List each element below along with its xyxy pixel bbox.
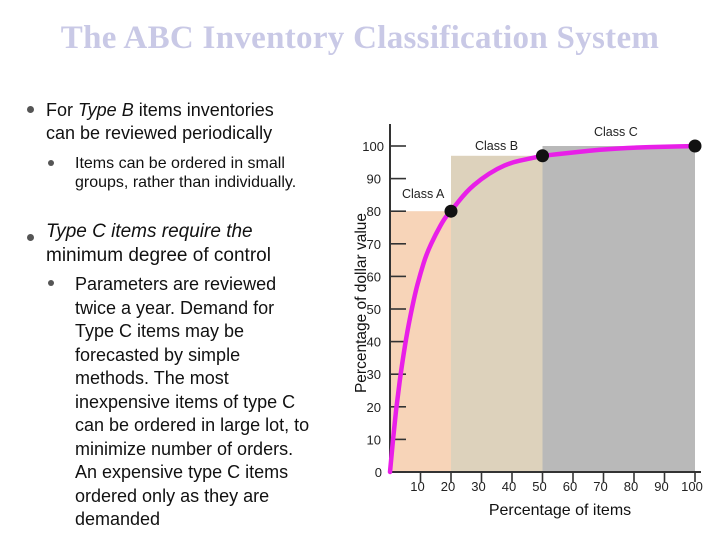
- sub-bullet-line: twice a year. Demand for: [75, 297, 275, 318]
- x-tick-label: 80: [624, 479, 638, 494]
- sub-bullet-line: An expensive type C items: [75, 462, 289, 482]
- sub-bullet-line: methods. The most: [75, 368, 229, 388]
- class-c-label: Class C: [594, 125, 638, 139]
- sub-bullet-ordering: Items can be ordered in small groups, ra…: [75, 155, 297, 191]
- y-tick-label: 30: [367, 367, 381, 382]
- class-a-label: Class A: [402, 187, 445, 201]
- x-tick-label: 50: [532, 479, 546, 494]
- class-boundary-marker: [688, 139, 702, 153]
- y-tick-label: 0: [375, 465, 382, 480]
- y-tick-label: 10: [367, 432, 381, 447]
- sub-bullet-parameters: Parameters are reviewed twice a year. Dem…: [75, 273, 337, 532]
- bullet-list: For Type B items inventories can be revi…: [0, 0, 340, 540]
- sub-bullet-dot: [48, 160, 54, 166]
- x-tick-label: 60: [563, 479, 577, 494]
- sub-bullet-line: can be ordered in large lot, to: [75, 415, 310, 435]
- sub-bullet-dot: [48, 280, 54, 286]
- y-tick-label: 40: [367, 335, 381, 350]
- class-boundary-marker: [536, 149, 549, 163]
- sub-bullet-line: minimize number of orders.: [75, 438, 294, 459]
- bullet-dot: [27, 106, 34, 113]
- slide-title: The ABC Inventory Classification System: [60, 20, 660, 56]
- sub-bullet-line: ordered only as they are: [75, 485, 270, 506]
- bullet-type-b-line2: can be reviewed periodically: [46, 123, 273, 143]
- y-tick-label: 50: [367, 302, 381, 317]
- x-tick-label: 10: [410, 479, 424, 494]
- y-axis-label: Percentage of dollar value: [353, 213, 370, 393]
- type-b-emphasis: Type B: [78, 100, 134, 120]
- x-axis-label: Percentage of items: [489, 502, 631, 519]
- bullet-type-b: For Type B items inventories can be revi…: [46, 99, 336, 145]
- sub-bullet-line: forecasted by simple: [75, 344, 241, 365]
- y-tick-label: 90: [367, 172, 381, 187]
- y-tick-label: 20: [367, 400, 381, 415]
- y-tick-label: 80: [367, 204, 381, 219]
- y-tick-label: 70: [367, 237, 381, 252]
- cumulative-curve: [387, 143, 698, 475]
- y-tick-label: 60: [367, 269, 381, 284]
- x-tick-label: 90: [654, 479, 668, 494]
- bullet-type-c: Type C items require the minimum degree …: [46, 221, 271, 266]
- class-boundary-marker: [444, 204, 458, 218]
- x-tick-label: 20: [441, 479, 455, 494]
- class-b-region: [451, 155, 543, 472]
- sub-bullet-line: Type C items may be: [75, 321, 245, 341]
- x-tick-label: 70: [593, 479, 607, 494]
- sub-bullet-line: inexpensive items of type C: [75, 391, 296, 412]
- bullet-dot: [27, 234, 34, 241]
- x-tick-label: 30: [471, 479, 485, 494]
- class-b-label: Class B: [475, 139, 518, 153]
- class-c-region: [542, 146, 695, 472]
- y-tick-label: 100: [362, 139, 384, 154]
- sub-bullet-line: demanded: [75, 509, 161, 529]
- sub-bullet-line: Parameters are reviewed: [75, 274, 277, 294]
- x-tick-label: 100: [681, 479, 703, 494]
- x-tick-label: 40: [502, 479, 516, 494]
- bullet-type-b-line1: For Type B items inventories: [46, 100, 274, 120]
